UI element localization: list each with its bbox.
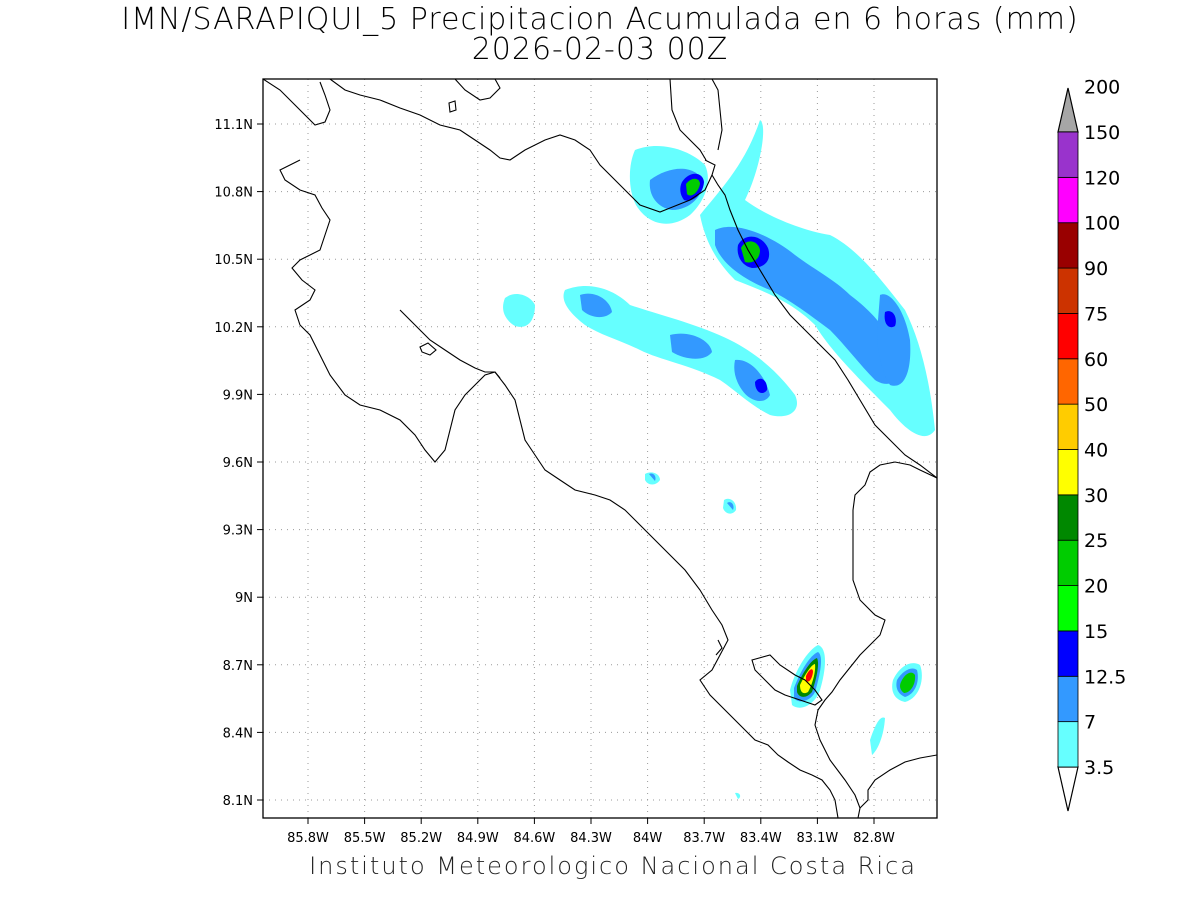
map-title-line1: IMN/SARAPIQUI_5 Precipitacion Acumulada … (121, 2, 1079, 37)
y-tick-label: 10.8N (214, 186, 253, 201)
colorbar-segment (1057, 131, 1079, 178)
colorbar-label: 150 (1084, 122, 1120, 144)
colorbar-segment (1057, 494, 1079, 541)
colorbar-label: 20 (1084, 576, 1108, 598)
x-tick-label: 83.1W (796, 831, 838, 846)
map-gridlines (263, 79, 937, 818)
y-axis-ticks: 11.1N 10.8N 10.5N 10.2N 9.9N 9.6N 9.3N 9N 8.7N 8.… (214, 118, 263, 809)
y-tick-label: 9N (235, 591, 253, 606)
y-tick-label: 8.7N (223, 659, 253, 674)
colorbar: 3.5 7 12.5 15 20 25 30 40 50 60 75 90 100 120 150 200 (1057, 77, 1126, 812)
x-tick-label: 84.9W (457, 831, 499, 846)
map-frame (262, 78, 938, 819)
colorbar-segment (1057, 585, 1079, 632)
y-tick-label: 9.9N (223, 388, 253, 403)
precipitation-field (503, 120, 935, 799)
colorbar-label: 60 (1084, 349, 1108, 371)
map-title-line2: 2026-02-03 00Z (471, 32, 729, 67)
map-footer: Instituto Meteorologico Nacional Costa R… (309, 852, 917, 880)
x-tick-label: 84.3W (570, 831, 612, 846)
x-tick-label: 83.4W (740, 831, 782, 846)
y-tick-label: 11.1N (214, 118, 253, 133)
colorbar-segment (1057, 313, 1079, 360)
x-tick-label: 82.8W (853, 831, 895, 846)
coastline-borders (263, 79, 937, 818)
y-tick-label: 8.4N (223, 726, 253, 741)
y-tick-label: 8.1N (223, 794, 253, 809)
y-tick-label: 10.2N (214, 321, 253, 336)
colorbar-segment (1057, 675, 1079, 723)
x-tick-label: 84W (633, 831, 663, 846)
y-tick-label: 9.3N (223, 524, 253, 539)
colorbar-segment (1057, 630, 1079, 677)
x-tick-label: 84.6W (513, 831, 555, 846)
colorbar-segment (1057, 721, 1079, 768)
colorbar-label: 12.5 (1084, 666, 1126, 688)
y-tick-label: 10.5N (214, 253, 253, 268)
x-tick-label: 85.5W (344, 831, 386, 846)
colorbar-segment (1057, 403, 1079, 450)
colorbar-label: 100 (1084, 213, 1120, 235)
x-tick-label: 85.2W (400, 831, 442, 846)
colorbar-label: 25 (1084, 530, 1108, 552)
colorbar-label: 90 (1084, 258, 1108, 280)
x-tick-label: 85.8W (287, 831, 329, 846)
colorbar-label: 40 (1084, 440, 1108, 462)
colorbar-label: 3.5 (1084, 757, 1114, 779)
colorbar-label: 50 (1084, 394, 1108, 416)
colorbar-label: 120 (1084, 167, 1120, 189)
colorbar-label: 75 (1084, 303, 1108, 325)
colorbar-label: 7 (1084, 712, 1096, 734)
y-tick-label: 9.6N (223, 456, 253, 471)
colorbar-segment (1057, 176, 1079, 224)
x-axis-ticks: 85.8W 85.5W 85.2W 84.9W 84.6W 84.3W 84W 83.7W 83… (287, 818, 895, 846)
colorbar-label: 30 (1084, 485, 1108, 507)
colorbar-label: 15 (1084, 621, 1108, 643)
colorbar-segment (1057, 449, 1079, 496)
colorbar-high-arrow (1057, 87, 1079, 133)
colorbar-segment (1057, 222, 1079, 269)
colorbar-label: 200 (1084, 77, 1120, 99)
colorbar-segment (1057, 358, 1079, 405)
colorbar-low-arrow (1057, 766, 1079, 812)
colorbar-segment (1057, 267, 1079, 314)
x-tick-label: 83.7W (683, 831, 725, 846)
colorbar-segment (1057, 539, 1079, 586)
